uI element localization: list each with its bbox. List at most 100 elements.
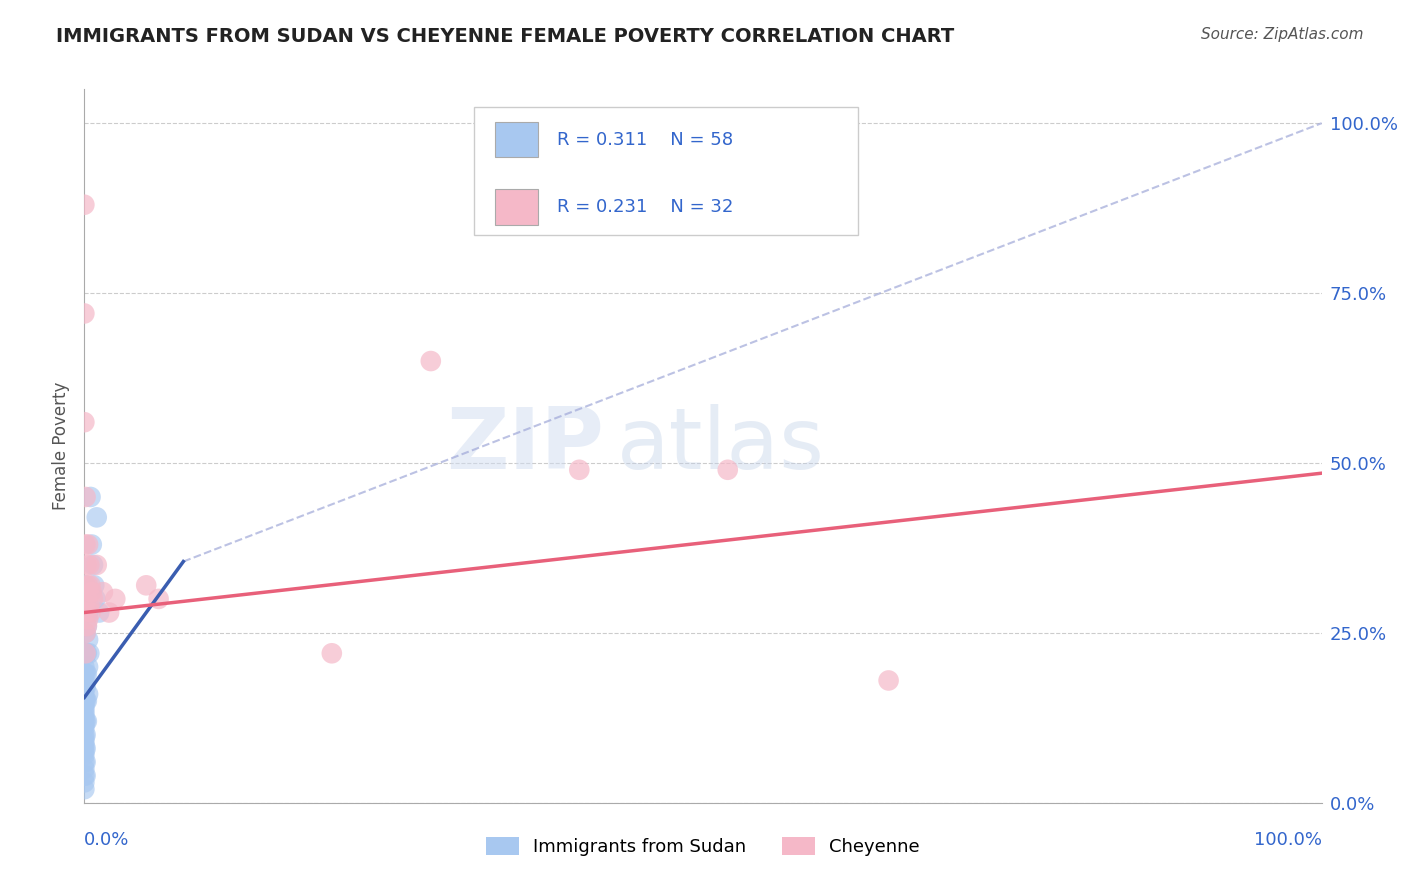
Point <box>75 694 97 708</box>
Point <box>76 558 98 572</box>
Bar <box>495 121 538 158</box>
Point <box>86 558 108 572</box>
Point <box>73 782 96 797</box>
Text: atlas: atlas <box>616 404 824 488</box>
Point <box>77 632 100 647</box>
FancyBboxPatch shape <box>474 107 858 235</box>
Point <box>75 741 97 756</box>
Point <box>877 673 900 688</box>
Point <box>76 591 98 606</box>
Point <box>73 745 96 759</box>
Point <box>75 666 97 681</box>
Point <box>75 626 97 640</box>
Point <box>75 769 97 783</box>
Point <box>73 755 96 769</box>
Point <box>77 578 100 592</box>
Point <box>104 591 127 606</box>
Point <box>73 698 96 712</box>
Point <box>98 606 121 620</box>
Point <box>77 537 100 551</box>
Point <box>75 606 97 620</box>
Point <box>75 728 97 742</box>
Point <box>76 591 98 606</box>
Legend: Immigrants from Sudan, Cheyenne: Immigrants from Sudan, Cheyenne <box>477 828 929 865</box>
Point <box>76 694 98 708</box>
Point <box>89 606 111 620</box>
Text: R = 0.231    N = 32: R = 0.231 N = 32 <box>557 198 734 216</box>
Point <box>73 646 96 660</box>
Point <box>73 711 96 725</box>
Point <box>73 680 96 694</box>
Point <box>717 463 740 477</box>
Point <box>75 578 97 592</box>
Point <box>73 198 96 212</box>
Point <box>76 646 98 660</box>
Point <box>73 769 96 783</box>
Point <box>73 762 96 776</box>
Point <box>79 599 101 613</box>
Point <box>73 748 96 763</box>
Y-axis label: Female Poverty: Female Poverty <box>52 382 70 510</box>
Point <box>73 306 96 320</box>
Point <box>76 714 98 729</box>
Bar <box>495 189 538 225</box>
Point <box>73 734 96 748</box>
Text: Source: ZipAtlas.com: Source: ZipAtlas.com <box>1201 27 1364 42</box>
Point <box>77 687 100 701</box>
Point <box>75 537 97 551</box>
Point <box>73 415 96 429</box>
Point <box>75 646 97 660</box>
Point <box>86 510 108 524</box>
Text: 0.0%: 0.0% <box>84 831 129 849</box>
Point <box>79 578 101 592</box>
Text: 100.0%: 100.0% <box>1254 831 1322 849</box>
Point <box>73 694 96 708</box>
Point <box>80 585 103 599</box>
Point <box>73 717 96 731</box>
Point <box>73 731 96 746</box>
Point <box>91 585 114 599</box>
Point <box>73 666 96 681</box>
Point <box>75 714 97 729</box>
Text: ZIP: ZIP <box>446 404 605 488</box>
Text: IMMIGRANTS FROM SUDAN VS CHEYENNE FEMALE POVERTY CORRELATION CHART: IMMIGRANTS FROM SUDAN VS CHEYENNE FEMALE… <box>56 27 955 45</box>
Point <box>73 690 96 705</box>
Point <box>79 490 101 504</box>
Point <box>79 606 101 620</box>
Point <box>321 646 343 660</box>
Point <box>73 700 96 714</box>
Point <box>82 558 104 572</box>
Point <box>148 591 170 606</box>
Point <box>77 612 100 626</box>
Point <box>73 687 96 701</box>
Point <box>73 728 96 742</box>
Point <box>73 707 96 722</box>
Point <box>73 741 96 756</box>
Point <box>82 591 104 606</box>
Point <box>80 537 103 551</box>
Point <box>73 775 96 789</box>
Point <box>75 680 97 694</box>
Point <box>76 619 98 633</box>
Point <box>77 660 100 674</box>
Point <box>75 606 97 620</box>
Point <box>73 721 96 735</box>
Point <box>73 738 96 752</box>
Point <box>568 463 591 477</box>
Point <box>73 660 96 674</box>
Point <box>419 354 441 368</box>
Point <box>77 606 100 620</box>
Point <box>75 578 97 592</box>
Point <box>76 666 98 681</box>
Point <box>75 646 97 660</box>
Point <box>73 673 96 688</box>
Text: R = 0.311    N = 58: R = 0.311 N = 58 <box>557 131 733 149</box>
Point <box>79 646 101 660</box>
Point <box>83 578 105 592</box>
Point <box>75 755 97 769</box>
Point <box>76 619 98 633</box>
Point <box>73 714 96 729</box>
Point <box>73 704 96 718</box>
Point <box>79 558 101 572</box>
Point <box>135 578 157 592</box>
